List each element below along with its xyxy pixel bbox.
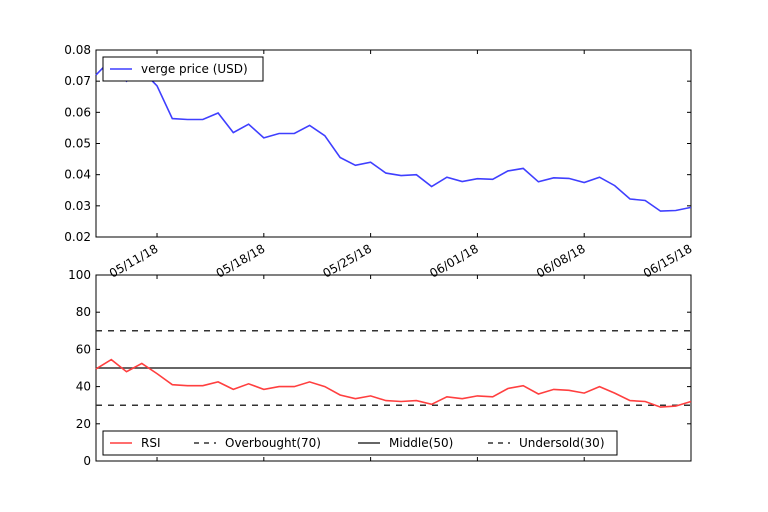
legend-undersold-label: Undersold(30) <box>519 436 605 450</box>
price-ytick-label: 0.06 <box>64 105 91 119</box>
rsi-chart-panel: 0 20 40 60 80 100 RSI Overbought(70) Middle(50) U… <box>68 268 692 468</box>
price-ytick-label: 0.02 <box>64 230 91 244</box>
legend-middle-label: Middle(50) <box>389 436 453 450</box>
rsi-ytick-label: 60 <box>76 342 91 356</box>
legend-rsi-label: RSI <box>141 436 161 450</box>
price-ytick-label: 0.08 <box>64 43 91 57</box>
price-legend: verge price (USD) <box>102 56 264 82</box>
rsi-legend: RSI Overbought(70) Middle(50) Undersold(30) <box>102 430 618 456</box>
rsi-series-line <box>95 358 692 408</box>
price-legend-label: verge price (USD) <box>141 62 248 76</box>
legend-overbought-label: Overbought(70) <box>225 436 321 450</box>
rsi-ytick-label: 20 <box>76 417 91 431</box>
rsi-ytick-label: 0 <box>83 454 91 468</box>
rsi-ytick-label: 80 <box>76 305 91 319</box>
price-ytick-label: 0.07 <box>64 74 91 88</box>
rsi-ytick-label: 40 <box>76 380 91 394</box>
price-ytick-label: 0.03 <box>64 199 91 213</box>
price-ytick-label: 0.05 <box>64 137 91 151</box>
price-series-line <box>95 58 692 212</box>
price-ytick-label: 0.04 <box>64 168 91 182</box>
rsi-ytick-label: 100 <box>68 268 91 282</box>
